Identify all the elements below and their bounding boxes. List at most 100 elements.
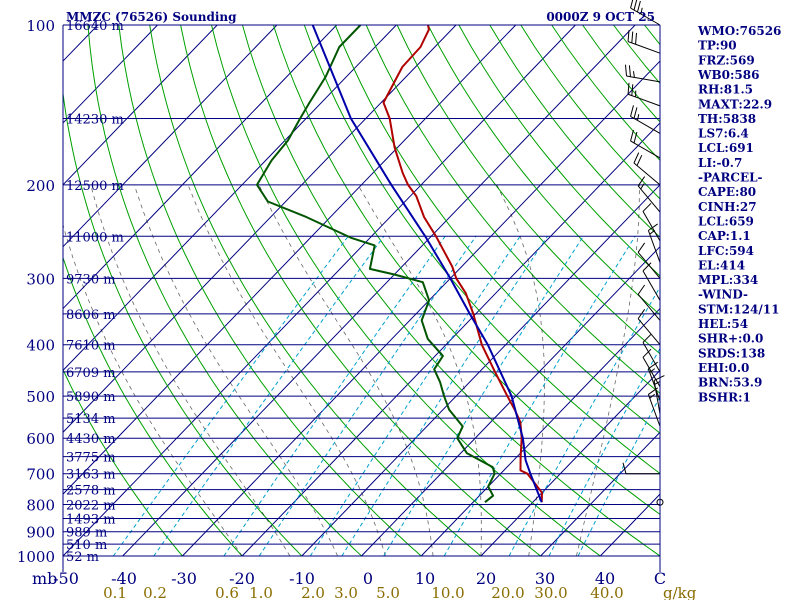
isotherm xyxy=(63,25,218,186)
pressure-tick-label: 200 xyxy=(26,177,55,195)
wind-barb-flag xyxy=(637,242,646,253)
mixing-ratio-tick-label: 30.0 xyxy=(534,584,567,600)
wind-barb-shaft xyxy=(642,342,661,373)
index-entry: HEL:54 xyxy=(698,317,748,331)
wind-barb-flag xyxy=(622,462,627,474)
wind-barb xyxy=(624,64,661,83)
wind-barb-half-flag xyxy=(649,368,656,373)
index-entry: BRN:53.9 xyxy=(698,376,762,390)
height-label: 5134 m xyxy=(66,412,116,427)
mixing-ratio-line xyxy=(309,236,521,557)
isobar-layer xyxy=(63,24,660,557)
index-entry: LCL:691 xyxy=(698,141,754,155)
wind-barb-flag xyxy=(624,64,628,77)
mixing-ratio-labels: 0.1 0.2 0.6 1.0 2.0 3.0 5.0 10.0 20.0 30.0 40.0 g/k… xyxy=(103,584,697,600)
wind-barb-flag xyxy=(642,348,652,358)
temperature-tick-label: -20 xyxy=(229,569,255,588)
height-label: 52 m xyxy=(66,550,99,565)
isotherm xyxy=(63,25,457,433)
index-entry: LCL:659 xyxy=(698,214,754,228)
wind-barb-shaft xyxy=(642,357,661,387)
wind-barb-half-flag xyxy=(654,380,661,385)
mixing-ratio-line xyxy=(153,236,385,557)
wind-barb-flag xyxy=(635,32,638,45)
mixing-ratio-line xyxy=(258,236,477,557)
isotherm xyxy=(420,307,660,557)
height-label: 8606 m xyxy=(66,308,116,323)
mixing-ratio-tick-label: 0.2 xyxy=(143,584,167,600)
index-entry: LFC:594 xyxy=(698,244,754,258)
index-entry: WB0:586 xyxy=(697,68,759,82)
mixing-ratio-tick-label: 0.6 xyxy=(215,584,239,600)
height-label: 7610 m xyxy=(66,339,116,354)
wind-barb-flag xyxy=(636,0,641,13)
wind-barb-shaft xyxy=(633,162,661,186)
index-entry: WMO:76526 xyxy=(697,24,781,38)
isotherm xyxy=(361,245,660,557)
wind-barb-half-flag xyxy=(649,393,656,399)
pressure-tick-label: 1000 xyxy=(17,548,55,566)
pressure-tick-label: 900 xyxy=(26,524,55,542)
wind-barb xyxy=(647,387,661,427)
isotherm xyxy=(63,25,158,124)
wind-barb-flag xyxy=(633,131,638,144)
series-temperature xyxy=(382,25,543,503)
index-entry: TP:90 xyxy=(698,39,737,53)
wind-barb-half-flag xyxy=(640,183,645,190)
index-entry: MAXT:22.9 xyxy=(698,97,772,111)
wind-barb xyxy=(637,308,661,346)
moist-adiabat xyxy=(357,184,482,557)
temperature-labels: -50 -40 -30 -20 -10 0 10 20 30 40 C xyxy=(53,569,666,588)
height-label: 1493 m xyxy=(66,513,116,528)
height-label: 3775 m xyxy=(66,451,116,466)
mixing-ratio-tick-label: 2.0 xyxy=(301,584,325,600)
wind-barb xyxy=(622,462,660,475)
mixing-ratio-tick-label: 3.0 xyxy=(334,584,358,600)
wind-barb-shaft xyxy=(637,294,661,321)
station-title: MMZC (76526) Sounding xyxy=(66,10,237,24)
index-entry: RH:81.5 xyxy=(698,83,753,97)
wind-barb xyxy=(642,262,661,301)
height-label: 11000 m xyxy=(66,230,124,245)
mixing-ratio-line xyxy=(341,236,548,557)
wind-barb-flag xyxy=(630,129,634,142)
height-label: 2578 m xyxy=(66,484,116,499)
wind-barb xyxy=(627,30,661,54)
pressure-unit-label: mb xyxy=(32,569,57,588)
wind-barb-shaft xyxy=(637,318,661,346)
temperature-tick-label: -40 xyxy=(111,569,137,588)
wind-barb xyxy=(630,129,661,159)
wind-barb-flag xyxy=(633,0,638,11)
height-label: 6709 m xyxy=(66,366,116,381)
wind-barb-flag xyxy=(633,152,640,164)
temperature-tick-label: -10 xyxy=(289,569,315,588)
wind-barb-flag xyxy=(642,333,652,343)
isotherm xyxy=(241,122,660,557)
pressure-tick-label: 300 xyxy=(26,270,55,288)
mixing-ratio-tick-label: g/kg xyxy=(663,584,697,600)
mixing-ratio-line xyxy=(548,347,660,557)
height-label: 989 m xyxy=(66,526,107,541)
isotherm xyxy=(63,25,576,557)
wind-barb xyxy=(630,0,661,26)
index-entry: SRDS:138 xyxy=(698,346,765,360)
wind-barb-half-flag xyxy=(632,71,635,78)
isotherm xyxy=(63,25,337,310)
wind-barb-shaft xyxy=(653,380,661,414)
mixing-ratio-line xyxy=(383,236,584,557)
wind-barb-half-flag xyxy=(640,7,643,15)
wind-barb-shaft xyxy=(630,140,661,159)
wind-barb-flag xyxy=(633,107,638,119)
wind-barb-shaft xyxy=(647,394,661,427)
height-label: 12500 m xyxy=(66,179,124,194)
wind-barb-flag xyxy=(648,361,658,370)
index-entry: SHR+:0.0 xyxy=(698,332,763,346)
height-label: 14230 m xyxy=(66,113,124,128)
wind-barb-flag xyxy=(637,176,646,187)
mixing-ratio-tick-label: 10.0 xyxy=(431,584,464,600)
wind-barb-shaft xyxy=(647,368,661,401)
isotherm xyxy=(122,25,636,557)
wind-barb xyxy=(630,105,661,134)
wind-barb xyxy=(647,361,661,401)
